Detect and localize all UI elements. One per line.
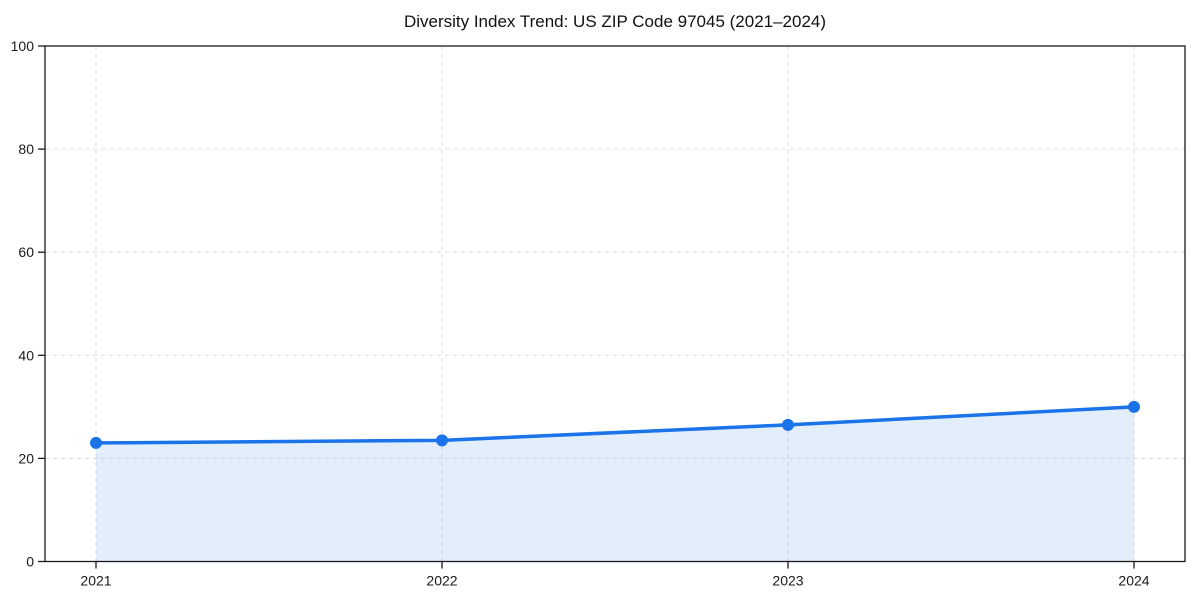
- area-fill: [96, 406, 1134, 562]
- y-axis-tick-label-60: 60: [18, 244, 34, 260]
- data-point-2021: [90, 436, 102, 449]
- y-axis-tick-label-20: 20: [18, 450, 34, 466]
- x-axis-tick-label-2021: 2021: [80, 573, 111, 589]
- y-axis-tick-label-100: 100: [11, 38, 35, 54]
- x-axis-tick-label-2022: 2022: [426, 573, 457, 589]
- data-point-2024: [1128, 400, 1140, 413]
- data-point-2022: [436, 434, 448, 447]
- y-axis-tick-label-80: 80: [18, 141, 34, 157]
- x-axis-tick-label-2023: 2023: [772, 573, 803, 589]
- x-axis-tick-label-2024: 2024: [1118, 573, 1149, 589]
- data-point-2023: [782, 418, 794, 431]
- chart-title: Diversity Index Trend: US ZIP Code 97045…: [403, 12, 827, 31]
- y-axis-tick-label-40: 40: [18, 347, 34, 363]
- trend-line: [94, 405, 1136, 445]
- plot-border: [44, 45, 1186, 563]
- y-axis-tick-label-0: 0: [26, 554, 34, 570]
